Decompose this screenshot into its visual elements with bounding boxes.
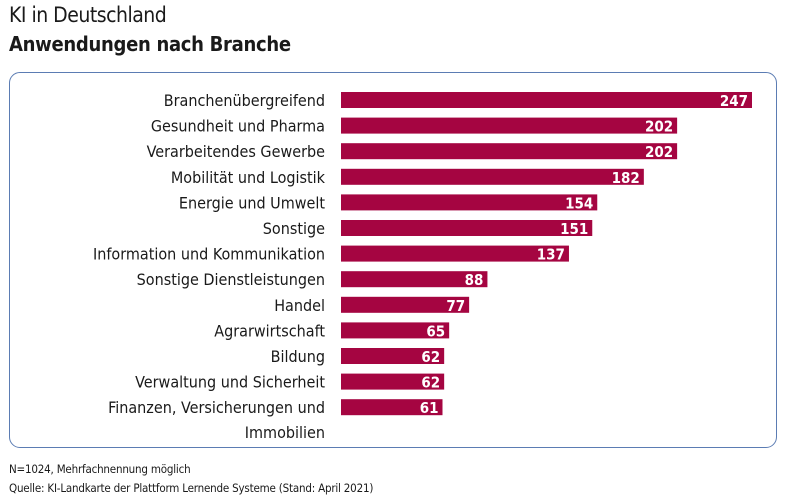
bar <box>341 296 470 313</box>
category-label: Finanzen, Versicherungen und <box>108 398 325 417</box>
bar <box>341 322 450 339</box>
category-label: Bildung <box>271 347 325 366</box>
value-label: 154 <box>565 194 593 212</box>
bar <box>341 220 593 236</box>
category-label: Verarbeitendes Gewerbe <box>147 142 326 161</box>
value-label: 202 <box>645 143 673 161</box>
bar <box>341 168 644 185</box>
bar <box>341 245 569 262</box>
category-label: Information und Kommunikation <box>93 245 325 264</box>
value-label: 137 <box>537 246 565 264</box>
value-label: 88 <box>465 271 484 289</box>
source-note: Quelle: KI-Landkarte der Plattform Lerne… <box>9 481 374 495</box>
value-label: 202 <box>645 118 673 136</box>
chart-subtitle: Anwendungen nach Branche <box>9 32 291 56</box>
category-label: Verwaltung und Sicherheit <box>135 373 325 392</box>
bar <box>341 194 598 211</box>
category-label: Sonstige Dienstleistungen <box>137 270 325 289</box>
category-label: Mobilität und Logistik <box>171 168 326 187</box>
category-label: Handel <box>274 296 325 315</box>
bar <box>341 143 678 160</box>
category-label: Immobilien <box>245 423 325 442</box>
category-label: Branchenübergreifend <box>164 91 325 110</box>
bar <box>341 373 445 390</box>
bar <box>341 92 752 108</box>
value-label: 65 <box>426 322 445 340</box>
footnote: N=1024, Mehrfachnennung möglich <box>9 462 191 476</box>
value-label: 62 <box>421 374 440 392</box>
value-label: 62 <box>421 348 440 366</box>
bar <box>341 348 445 364</box>
bar <box>341 271 488 288</box>
category-label: Agrarwirtschaft <box>214 321 325 340</box>
bar <box>341 399 443 416</box>
category-label: Gesundheit und Pharma <box>151 117 325 136</box>
value-label: 77 <box>446 297 465 315</box>
value-label: 247 <box>720 92 748 110</box>
chart-frame <box>9 72 777 448</box>
category-label: Sonstige <box>263 219 325 238</box>
chart-title: KI in Deutschland <box>9 3 167 27</box>
value-label: 151 <box>560 220 588 238</box>
category-label: Energie und Umwelt <box>179 193 325 212</box>
bar <box>341 117 678 134</box>
value-label: 61 <box>420 399 439 417</box>
value-label: 182 <box>612 169 640 187</box>
